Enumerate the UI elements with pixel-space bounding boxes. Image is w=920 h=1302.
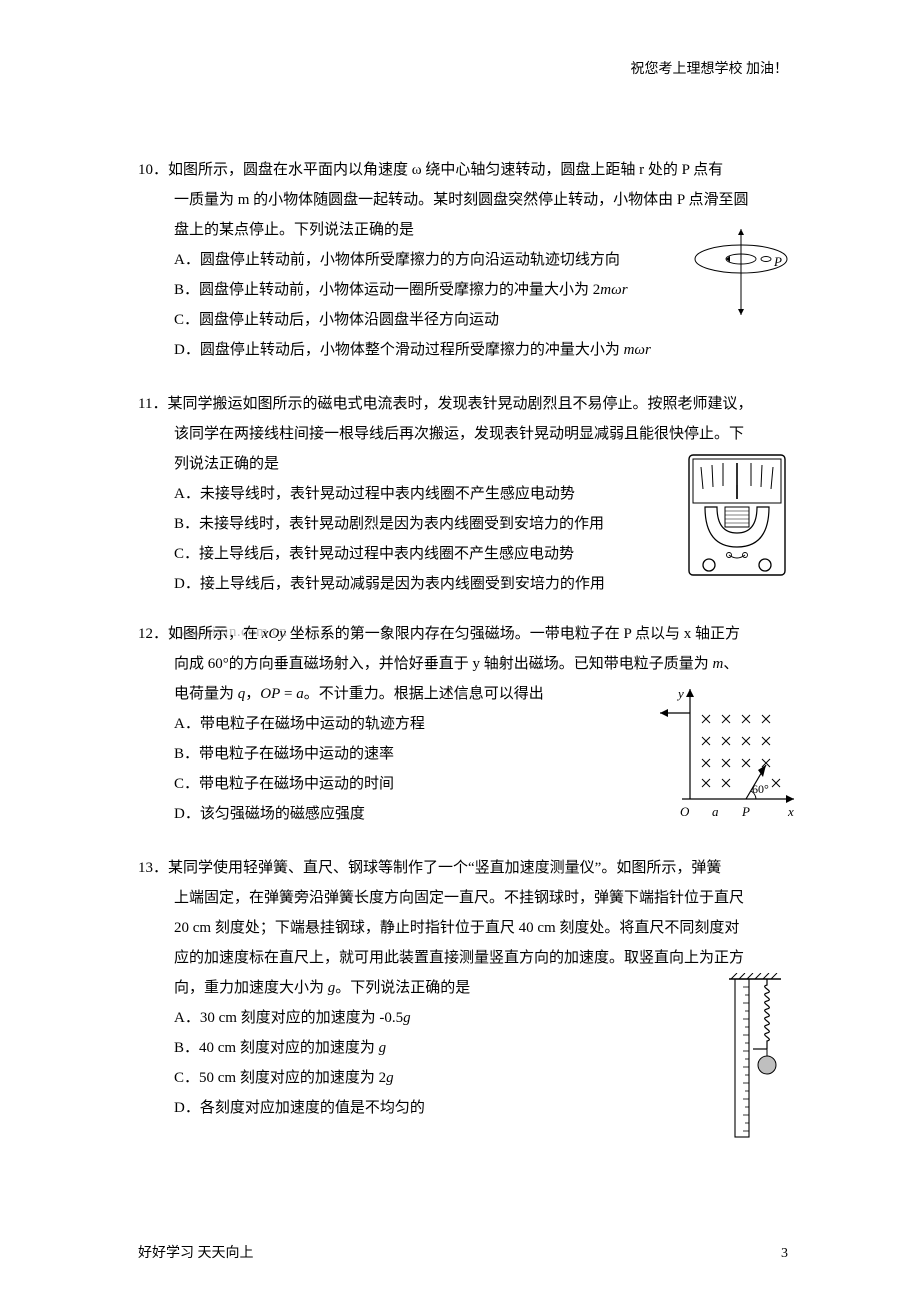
axis-a-label: a	[712, 799, 719, 825]
q12-stem-2a: 向成 60°的方向垂直磁场射入，并恰好垂直于 y 轴射出磁场。已知带电粒子质量为	[174, 656, 713, 672]
q13-stem-5a: 向，重力加速度大小为	[174, 980, 328, 996]
q13-stem-4: 应的加速度标在直尺上，就可用此装置直接测量竖直方向的加速度。取竖直向上为正方	[174, 950, 744, 966]
q12-stem-3a: 电荷量为	[174, 686, 238, 702]
header-blessing: 祝您考上理想学校 加油！	[631, 58, 789, 78]
q13-a-g: g	[403, 1010, 411, 1026]
q12-op: OP	[260, 686, 280, 702]
q10-option-b-prefix: B．圆盘停止转动前，小物体运动一圈所受摩擦力的冲量大小为 2	[174, 282, 600, 298]
q11-number: 11．	[138, 396, 167, 412]
q12-xoy: xOy	[262, 626, 286, 642]
page-number: 3	[781, 1246, 788, 1262]
q13-option-c-prefix: C．50 cm 刻度对应的加速度为 2	[174, 1070, 386, 1086]
q13-stem-5b: 。下列说法正确的是	[335, 980, 470, 996]
q13-option-d: D．各刻度对应加速度的值是不均匀的	[174, 1093, 788, 1123]
q11-stem-1: 某同学搬运如图所示的磁电式电流表时，发现表针晃动剧烈且不易停止。按照老师建议，	[167, 396, 752, 412]
q12-stem-3c: 。不计重力。根据上述信息可以得出	[304, 686, 544, 702]
q10-option-d-prefix: D．圆盘停止转动后，小物体整个滑动过程所受摩擦力的冲量大小为	[174, 342, 624, 358]
q12-stem-1b: 坐标系的第一象限内存在匀强磁场。一带电粒子在 P 点以与 x 轴正方	[286, 626, 740, 642]
figure-disk: P	[686, 229, 796, 319]
q10-stem-1: 如图所示，圆盘在水平面内以角速度 ω 绕中心轴匀速转动，圆盘上距轴 r 处的 P…	[168, 162, 723, 178]
q13-option-b-prefix: B．40 cm 刻度对应的加速度为	[174, 1040, 379, 1056]
figure-galvanometer	[683, 449, 791, 581]
disk-p-label: P	[774, 249, 782, 275]
q13-b-g: g	[379, 1040, 387, 1056]
question-12: www.zixin.com.cn 12．如图所示，在 xOy 坐标系的第一象限内…	[138, 619, 788, 829]
footer-slogan: 好好学习 天天向上	[138, 1242, 254, 1262]
q13-stem-1: 某同学使用轻弹簧、直尺、钢球等制作了一个“竖直加速度测量仪”。如图所示，弹簧	[168, 860, 721, 876]
q10-number: 10．	[138, 162, 168, 178]
q12-a: a	[296, 686, 304, 702]
q10-option-b-var: mωr	[600, 282, 627, 298]
q10-stem-2: 一质量为 m 的小物体随圆盘一起转动。某时刻圆盘突然停止转动，小物体由 P 点滑…	[174, 192, 748, 208]
q13-c-g: g	[386, 1070, 394, 1086]
q13-option-a-prefix: A．30 cm 刻度对应的加速度为 -0.5	[174, 1010, 403, 1026]
q12-number: 12．	[138, 626, 168, 642]
content-area: 10．如图所示，圆盘在水平面内以角速度 ω 绕中心轴匀速转动，圆盘上距轴 r 处…	[138, 155, 788, 1147]
q13-stem-2: 上端固定，在弹簧旁沿弹簧长度方向固定一直尺。不挂钢球时，弹簧下端指针位于直尺	[174, 890, 744, 906]
q12-stem-3b: ，	[245, 686, 260, 702]
q12-eq: =	[280, 686, 296, 702]
q12-stem-2b: 、	[723, 656, 738, 672]
q12-stem-1a: 如图所示，在	[168, 626, 262, 642]
axis-o-label: O	[680, 799, 689, 825]
q10-option-d-var: mωr	[624, 342, 651, 358]
figure-spring-ruler	[721, 973, 791, 1143]
question-13: 13．某同学使用轻弹簧、直尺、钢球等制作了一个“竖直加速度测量仪”。如图所示，弹…	[138, 853, 788, 1123]
q11-stem-2: 该同学在两接线柱间接一根导线后再次搬运，发现表针晃动明显减弱且能很快停止。下	[174, 426, 744, 442]
question-10: 10．如图所示，圆盘在水平面内以角速度 ω 绕中心轴匀速转动，圆盘上距轴 r 处…	[138, 155, 788, 365]
q13-number: 13．	[138, 860, 168, 876]
question-11: 11．某同学搬运如图所示的磁电式电流表时，发现表针晃动剧烈且不易停止。按照老师建…	[138, 389, 788, 599]
axis-x-label: x	[788, 799, 794, 825]
q10-stem-3: 盘上的某点停止。下列说法正确的是	[174, 222, 414, 238]
q13-stem-3: 20 cm 刻度处；下端悬挂钢球，静止时指针位于直尺 40 cm 刻度处。将直尺…	[174, 920, 739, 936]
angle-60-label: 60°	[752, 777, 769, 801]
q11-stem-3: 列说法正确的是	[174, 456, 279, 472]
axis-p-label: P	[742, 799, 750, 825]
q12-m: m	[713, 656, 724, 672]
